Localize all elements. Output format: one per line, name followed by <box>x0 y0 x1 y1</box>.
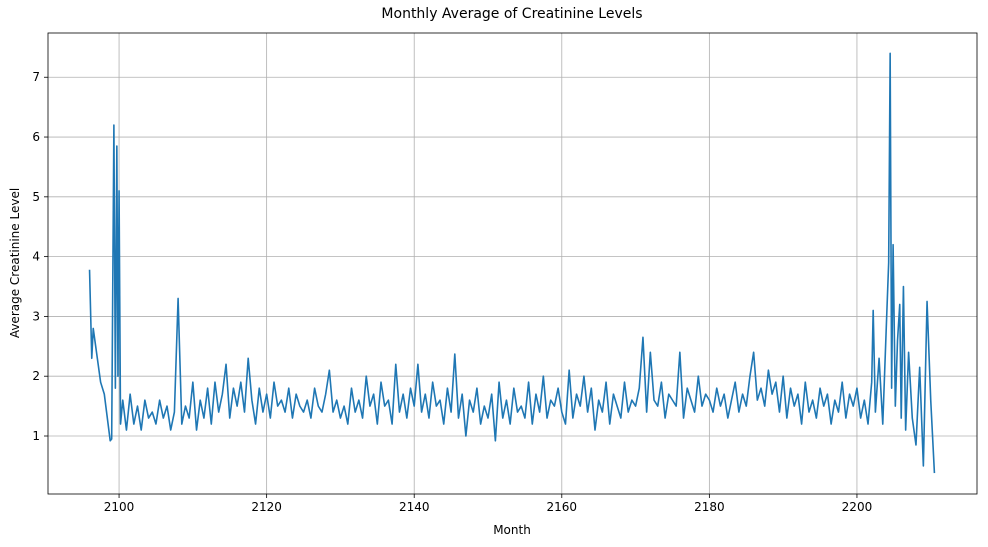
y-tick-label: 2 <box>32 369 40 383</box>
y-tick-label: 3 <box>32 309 40 323</box>
x-tick-label: 2200 <box>842 500 873 514</box>
x-axis-label: Month <box>493 523 531 537</box>
x-tick-label: 2140 <box>399 500 430 514</box>
y-tick-label: 6 <box>32 130 40 144</box>
x-tick-label: 2160 <box>547 500 578 514</box>
chart-title: Monthly Average of Creatinine Levels <box>381 6 642 22</box>
x-tick-label: 2180 <box>694 500 725 514</box>
y-tick-label: 5 <box>32 190 40 204</box>
x-tick-label: 2120 <box>251 500 282 514</box>
y-tick-label: 1 <box>32 429 40 443</box>
data-line <box>88 52 936 474</box>
y-tick-label: 7 <box>32 70 40 84</box>
y-axis-label: Average Creatinine Level <box>8 188 22 338</box>
y-tick-label: 4 <box>32 250 40 264</box>
plot-frame <box>47 32 978 495</box>
x-tick-label: 2100 <box>104 500 135 514</box>
